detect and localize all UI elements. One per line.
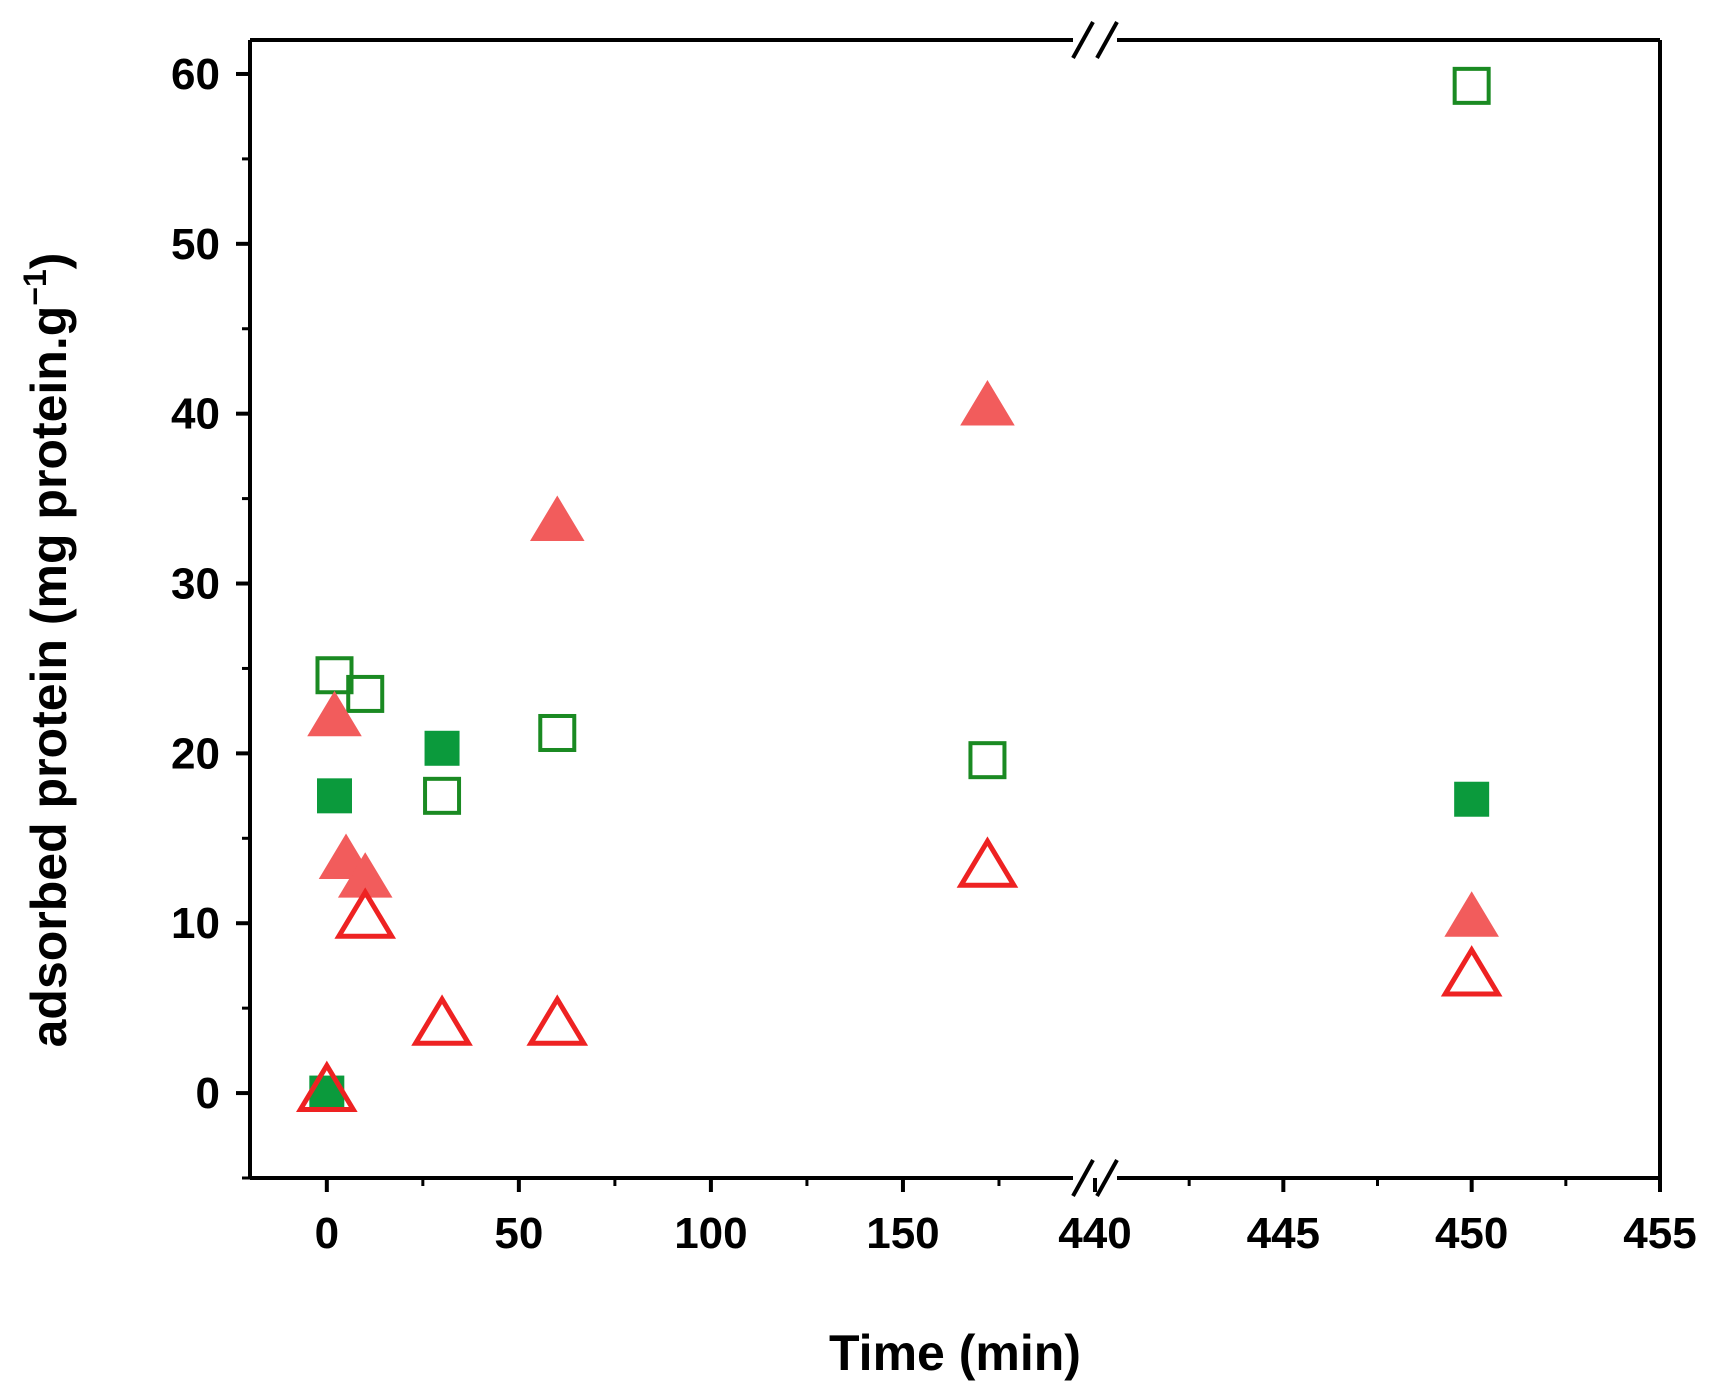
filled-square-point bbox=[424, 730, 460, 766]
y-axis-title: adsorbed protein (mg protein.g−1) bbox=[17, 253, 77, 1048]
open-triangle-point bbox=[296, 1060, 358, 1112]
y-tick-label: 30 bbox=[171, 560, 220, 609]
y-tick-label: 0 bbox=[196, 1069, 220, 1118]
open-triangle-point bbox=[411, 994, 473, 1046]
y-axis-title-close: ) bbox=[21, 253, 77, 270]
y-axis-title-main: adsorbed protein (mg protein.g bbox=[21, 306, 77, 1048]
x-tick-label: 50 bbox=[494, 1209, 543, 1258]
open-square-point bbox=[1452, 66, 1491, 105]
filled-triangle-point bbox=[529, 495, 585, 541]
data-points bbox=[296, 66, 1503, 1112]
x-tick-label: 455 bbox=[1623, 1209, 1696, 1258]
filled-square-point bbox=[1454, 781, 1490, 817]
x-tick-label: 445 bbox=[1247, 1209, 1320, 1258]
y-axis-title-superscript: −1 bbox=[17, 269, 53, 305]
open-triangle-point bbox=[334, 887, 397, 939]
filled-triangle-point bbox=[1444, 891, 1499, 937]
x-tick-label: 100 bbox=[674, 1209, 747, 1258]
open-triangle-point bbox=[1440, 945, 1503, 997]
x-tick-label: 440 bbox=[1058, 1209, 1131, 1258]
filled-triangle-point bbox=[307, 690, 362, 737]
open-triangle-point bbox=[526, 994, 589, 1046]
series-2 bbox=[307, 380, 1499, 937]
open-square-point bbox=[968, 741, 1007, 780]
series-0 bbox=[309, 730, 1490, 1111]
x-axis-break-bottom bbox=[1071, 1159, 1119, 1197]
y-tick-label: 40 bbox=[171, 390, 220, 439]
x-tick-label: 150 bbox=[866, 1209, 939, 1258]
filled-triangle-point bbox=[337, 852, 393, 898]
y-tick-label: 50 bbox=[171, 220, 220, 269]
filled-square-point bbox=[317, 778, 352, 814]
series-1 bbox=[315, 66, 1491, 815]
axis-ticks: 0 10 20 30 40 50 60 0 50 100 150 440 445 450 455 bbox=[171, 50, 1697, 1258]
x-tick-label: 450 bbox=[1435, 1209, 1508, 1258]
open-square-point bbox=[538, 713, 577, 752]
y-tick-label: 20 bbox=[171, 729, 220, 778]
filled-triangle-point bbox=[960, 380, 1015, 426]
axes bbox=[248, 21, 1662, 1197]
x-axis-title: Time (min) bbox=[829, 1325, 1081, 1381]
x-tick-label: 0 bbox=[315, 1209, 339, 1258]
open-triangle-point bbox=[956, 836, 1019, 888]
x-axis-break-top bbox=[1071, 21, 1119, 59]
y-tick-label: 10 bbox=[171, 899, 220, 948]
series-3 bbox=[296, 836, 1503, 1112]
open-square-point bbox=[346, 674, 385, 713]
y-tick-label: 60 bbox=[171, 50, 220, 99]
open-square-point bbox=[423, 776, 462, 815]
